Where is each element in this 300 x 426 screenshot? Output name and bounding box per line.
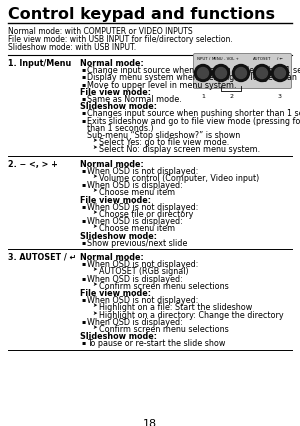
Text: ▪: ▪ [81, 67, 85, 72]
Text: ➤: ➤ [92, 325, 97, 330]
Text: ➤: ➤ [92, 145, 97, 150]
Text: ▪: ▪ [81, 82, 85, 86]
Text: Display menu system when pressing for longer than 1 seconds.: Display menu system when pressing for lo… [87, 73, 300, 82]
Text: Same as Normal mode.: Same as Normal mode. [87, 95, 182, 104]
Text: ▪: ▪ [81, 204, 85, 209]
Text: Choose file or directory: Choose file or directory [99, 210, 194, 219]
Text: ➤: ➤ [92, 282, 97, 287]
Text: 1: 1 [201, 94, 205, 99]
Text: Slideshow mode:: Slideshow mode: [80, 332, 157, 341]
Text: To pause or re-start the slide show: To pause or re-start the slide show [87, 340, 225, 348]
Circle shape [197, 67, 208, 78]
Circle shape [232, 64, 250, 81]
Text: Choose menu item: Choose menu item [99, 225, 175, 233]
Text: ▪: ▪ [81, 240, 85, 245]
Text: Normal mode: with COMPUTER or VIDEO INPUTS: Normal mode: with COMPUTER or VIDEO INPU… [8, 27, 193, 36]
Text: When OSD is not displayed:: When OSD is not displayed: [87, 260, 198, 269]
Text: ➤: ➤ [92, 303, 97, 308]
Text: When OSD is displayed:: When OSD is displayed: [87, 275, 183, 284]
Text: - VOL +: - VOL + [224, 57, 238, 61]
Text: ▪: ▪ [81, 110, 85, 115]
Text: Volume control (Computer, Video input): Volume control (Computer, Video input) [99, 174, 259, 183]
Circle shape [236, 67, 247, 78]
Text: Highlight on a file: Start the slideshow: Highlight on a file: Start the slideshow [99, 303, 252, 312]
Text: When OSD is displayed:: When OSD is displayed: [87, 181, 183, 190]
Text: MENU: MENU [212, 57, 224, 61]
Text: ➤: ➤ [92, 268, 97, 272]
Text: Select No: display screen menu system.: Select No: display screen menu system. [99, 145, 260, 154]
Circle shape [254, 64, 271, 81]
Text: Confirm screen menu selections: Confirm screen menu selections [99, 325, 229, 334]
Text: Changes input source when pushing shorter than 1 seconds.: Changes input source when pushing shorte… [87, 109, 300, 118]
Text: When OSD is not displayed:: When OSD is not displayed: [87, 296, 198, 305]
Text: ▪: ▪ [81, 96, 85, 101]
Text: Slideshow mode: with USB INPUT.: Slideshow mode: with USB INPUT. [8, 43, 136, 52]
Text: than 1 seconds.): than 1 seconds.) [87, 124, 154, 133]
Text: Highlight on a directory: Change the directory: Highlight on a directory: Change the dir… [99, 311, 284, 320]
Text: Select Yes: go to file view mode.: Select Yes: go to file view mode. [99, 138, 229, 147]
Text: 2: 2 [229, 94, 233, 99]
Text: Slideshow mode:: Slideshow mode: [80, 102, 157, 111]
Text: ▪: ▪ [81, 118, 85, 123]
Text: File view mode:: File view mode: [80, 289, 151, 298]
Text: ▪: ▪ [81, 319, 85, 324]
Text: AUTOSET (RGB signal): AUTOSET (RGB signal) [99, 268, 189, 276]
Text: 3: 3 [278, 94, 282, 99]
Text: Move to upper level in menu system.: Move to upper level in menu system. [87, 81, 236, 89]
Text: File view mode:: File view mode: [80, 88, 151, 97]
Circle shape [274, 67, 286, 78]
Text: ➤: ➤ [92, 210, 97, 215]
Text: When OSD is not displayed:: When OSD is not displayed: [87, 167, 198, 176]
Text: ➤: ➤ [92, 188, 97, 193]
Circle shape [256, 67, 268, 78]
Text: /: / [209, 57, 210, 61]
Text: Normal mode:: Normal mode: [80, 253, 144, 262]
Circle shape [212, 64, 230, 81]
FancyBboxPatch shape [194, 54, 292, 89]
Text: ▪: ▪ [81, 340, 85, 345]
Text: Normal mode:: Normal mode: [80, 59, 144, 68]
Circle shape [215, 67, 226, 78]
Text: / ←: / ← [277, 57, 283, 61]
Text: Confirm screen menu selections: Confirm screen menu selections [99, 282, 229, 291]
Text: AUTOSET: AUTOSET [253, 57, 271, 61]
Text: Choose menu item: Choose menu item [99, 188, 175, 197]
Text: ▪: ▪ [81, 182, 85, 187]
Text: ▪: ▪ [81, 218, 85, 223]
Text: When OSD is displayed:: When OSD is displayed: [87, 217, 183, 226]
Text: 1. Input/Menu: 1. Input/Menu [8, 59, 71, 68]
Text: 2. − <, > +: 2. − <, > + [8, 160, 58, 169]
Text: When OSD is not displayed:: When OSD is not displayed: [87, 203, 198, 212]
Text: ▪: ▪ [81, 75, 85, 79]
Circle shape [194, 64, 212, 81]
Text: ▪: ▪ [81, 297, 85, 302]
Text: Control keypad and functions: Control keypad and functions [8, 7, 275, 22]
Text: ▪: ▪ [81, 168, 85, 173]
Circle shape [272, 64, 289, 81]
Text: Change input source when pressing for less than 1 seconds.: Change input source when pressing for le… [87, 66, 300, 75]
Text: Show previous/next slide: Show previous/next slide [87, 239, 188, 248]
Text: ▪: ▪ [81, 261, 85, 266]
Text: 18: 18 [143, 419, 157, 426]
Text: File view mode:: File view mode: [80, 196, 151, 204]
Text: File view mode: with USB INPUT for file/directory selection.: File view mode: with USB INPUT for file/… [8, 35, 233, 44]
Text: Sub-menu “Stop slideshow?” is shown: Sub-menu “Stop slideshow?” is shown [87, 131, 240, 140]
Text: 3. AUTOSET / ↵: 3. AUTOSET / ↵ [8, 253, 76, 262]
Text: INPUT: INPUT [197, 57, 208, 61]
Text: ➤: ➤ [92, 311, 97, 316]
Text: Normal mode:: Normal mode: [80, 160, 144, 169]
Text: When OSD is displayed:: When OSD is displayed: [87, 318, 183, 327]
Text: Exits slideshow and go to file view mode (pressing for longer: Exits slideshow and go to file view mode… [87, 117, 300, 126]
Text: Slideshow mode:: Slideshow mode: [80, 232, 157, 241]
Text: ➤: ➤ [92, 174, 97, 179]
Text: ▪: ▪ [81, 276, 85, 281]
Text: ➤: ➤ [92, 225, 97, 229]
Text: ➤: ➤ [92, 138, 97, 143]
